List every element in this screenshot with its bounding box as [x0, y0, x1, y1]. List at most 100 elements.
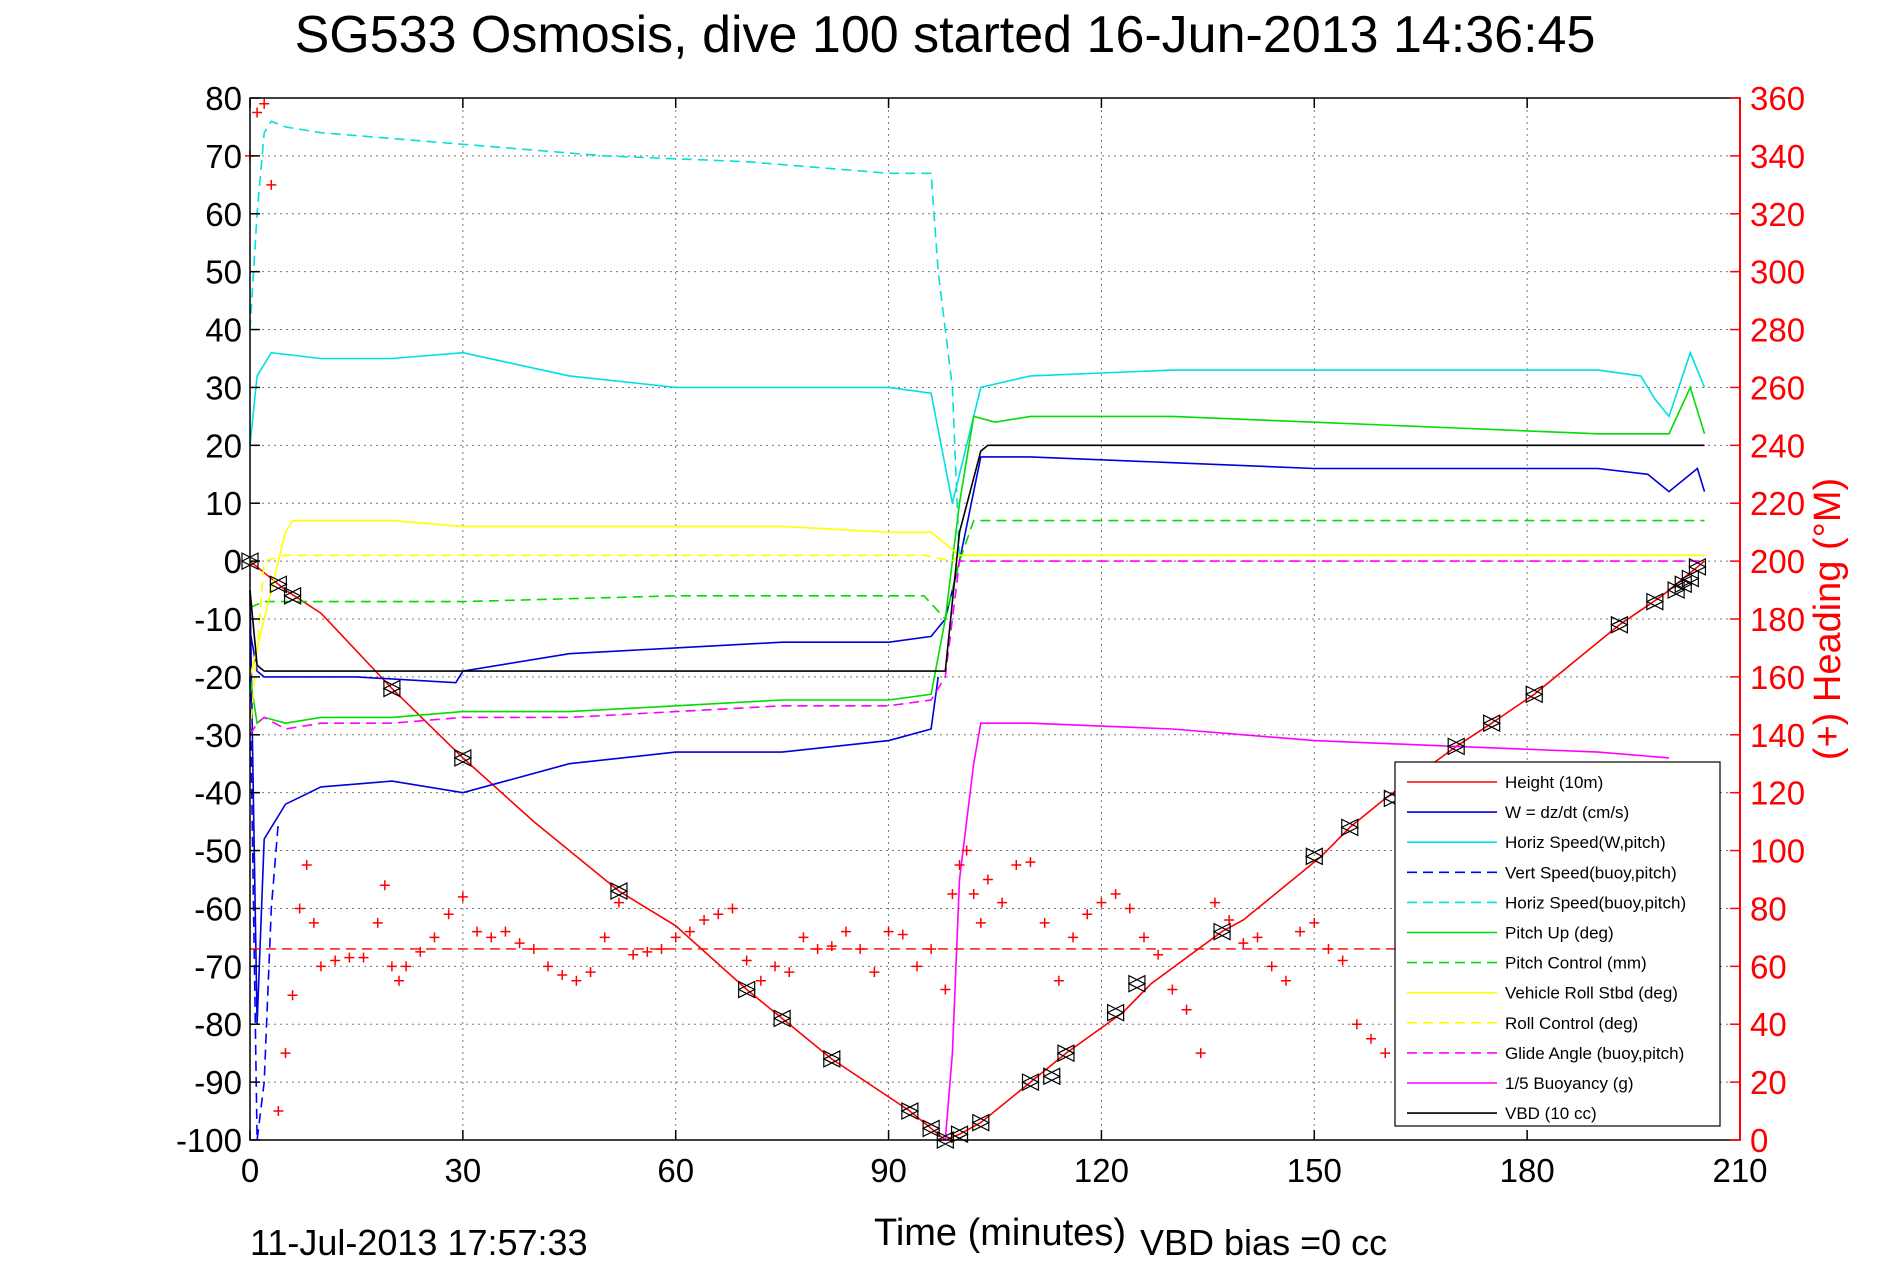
- heading-point: [947, 888, 958, 899]
- height-marker: [609, 882, 629, 901]
- x-tick-label: 90: [870, 1152, 907, 1189]
- legend-label: Glide Angle (buoy,pitch): [1505, 1044, 1684, 1063]
- y-axis-right-ticks: 3603403203002802602402202001801601401201…: [1730, 80, 1805, 1159]
- x-tick-label: 150: [1287, 1152, 1342, 1189]
- height-marker: [1127, 974, 1147, 993]
- y2-tick-label: 220: [1750, 485, 1805, 522]
- marker-layer: [240, 552, 1707, 1149]
- x-axis-label: Time (minutes): [874, 1212, 1126, 1254]
- heading-point: [1053, 975, 1064, 986]
- heading-point: [287, 990, 298, 1001]
- heading-point: [457, 891, 468, 902]
- series-line-0: [249, 560, 1706, 1141]
- x-tick-label: 180: [1500, 1152, 1555, 1189]
- y-tick-label: -30: [194, 717, 242, 754]
- series-line-8: [249, 519, 1705, 678]
- series-line-7: [249, 519, 1705, 621]
- heading-point: [599, 932, 610, 943]
- y-tick-label: 60: [205, 196, 242, 233]
- legend-label: W = dz/dt (cm/s): [1505, 803, 1629, 822]
- heading-point: [266, 179, 277, 190]
- heading-point: [401, 961, 412, 972]
- y2-tick-label: 60: [1750, 948, 1787, 985]
- heading-point: [1337, 955, 1348, 966]
- y-tick-label: 10: [205, 485, 242, 522]
- heading-point: [1209, 897, 1220, 908]
- heading-point: [1195, 1048, 1206, 1059]
- heading-point: [1082, 909, 1093, 920]
- heading-point: [1068, 932, 1079, 943]
- heading-point: [940, 984, 951, 995]
- heading-point: [968, 888, 979, 899]
- y-tick-label: 30: [205, 369, 242, 406]
- legend-box: [1394, 761, 1721, 1127]
- y2-tick-label: 260: [1750, 369, 1805, 406]
- heading-point: [379, 880, 390, 891]
- heading-point: [1110, 888, 1121, 899]
- heading-point: [613, 897, 624, 908]
- legend-label: Horiz Speed(W,pitch): [1505, 833, 1666, 852]
- legend-label: Height (10m): [1505, 773, 1603, 792]
- height-marker: [1212, 922, 1232, 941]
- height-marker: [1666, 581, 1686, 600]
- heading-point: [628, 949, 639, 960]
- heading-point: [486, 932, 497, 943]
- y2-tick-label: 20: [1750, 1064, 1787, 1101]
- height-marker: [1106, 1003, 1125, 1022]
- heading-point: [869, 967, 880, 978]
- heading-point: [1366, 1033, 1377, 1044]
- heading-point: [670, 932, 681, 943]
- heading-point: [372, 917, 383, 928]
- height-marker: [1673, 575, 1693, 594]
- y-tick-label: 80: [205, 80, 242, 117]
- heading-point: [571, 975, 582, 986]
- heading-point: [656, 943, 667, 954]
- legend-label: Pitch Up (deg): [1505, 924, 1614, 943]
- y-tick-label: -40: [194, 775, 242, 812]
- y2-tick-label: 0: [1750, 1122, 1768, 1159]
- y-tick-label: 0: [224, 543, 242, 580]
- heading-point: [1323, 943, 1334, 954]
- series-line-1: [249, 456, 1706, 684]
- heading-point: [642, 946, 653, 957]
- y-tick-label: 20: [205, 427, 242, 464]
- legend-label: Vehicle Roll Stbd (deg): [1505, 984, 1678, 1003]
- series-line-10: [249, 560, 1705, 736]
- legend-label: Vert Speed(buoy,pitch): [1505, 863, 1677, 882]
- heading-point: [301, 860, 312, 871]
- heading-point: [259, 98, 270, 109]
- heading-point: [1011, 860, 1022, 871]
- heading-point: [1280, 975, 1291, 986]
- y-tick-label: 70: [205, 138, 242, 175]
- series-line-9: [249, 554, 1705, 735]
- height-marker: [1645, 592, 1665, 611]
- heading-point: [386, 961, 397, 972]
- heading-point: [543, 961, 553, 972]
- heading-point: [1153, 949, 1164, 960]
- legend: Height (10m) W = dz/dt (cm/s) Horiz Speed(…: [1394, 761, 1721, 1127]
- heading-point: [1224, 915, 1235, 926]
- legend-label: Horiz Speed(buoy,pitch): [1505, 893, 1686, 912]
- heading-point: [812, 943, 823, 954]
- heading-point: [911, 961, 922, 972]
- series-line-12: [249, 444, 1705, 672]
- heading-point: [394, 975, 404, 986]
- height-marker: [921, 1119, 941, 1138]
- y2-tick-label: 320: [1750, 196, 1805, 233]
- height-marker: [1021, 1073, 1040, 1092]
- footer-timestamp: 11-Jul-2013 17:57:33: [250, 1222, 588, 1262]
- heading-point: [273, 1106, 284, 1117]
- heading-point: [1380, 1048, 1391, 1059]
- y2-tick-label: 280: [1750, 312, 1805, 349]
- height-marker: [1056, 1044, 1076, 1063]
- height-marker: [1304, 847, 1324, 866]
- height-marker: [1688, 557, 1707, 576]
- heading-point: [699, 915, 710, 926]
- heading-point: [429, 932, 440, 943]
- heading-point: [1252, 932, 1263, 943]
- x-tick-label: 60: [657, 1152, 694, 1189]
- height-marker: [1340, 818, 1360, 837]
- series-layer: [249, 120, 1706, 1141]
- y2-tick-label: 180: [1750, 601, 1805, 638]
- heading-point: [330, 955, 341, 966]
